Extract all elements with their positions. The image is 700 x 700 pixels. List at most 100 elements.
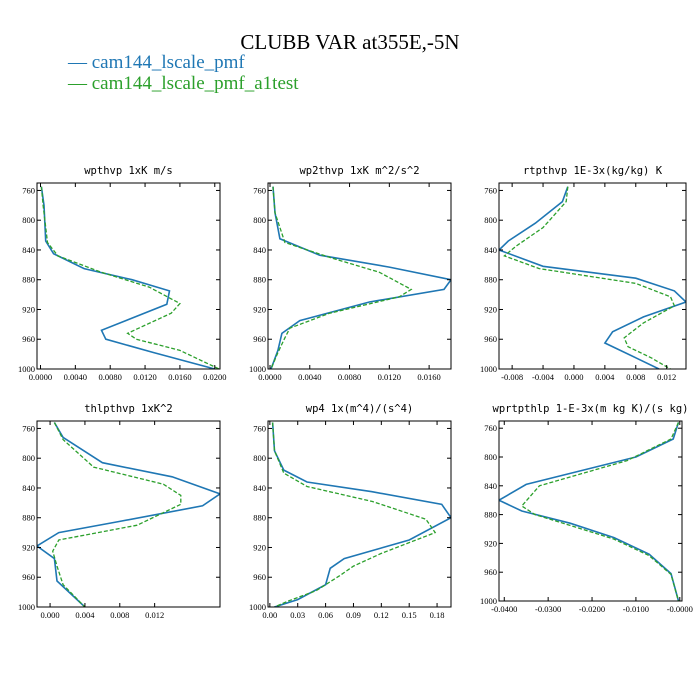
y-tick-label: 800: [253, 453, 266, 463]
panel-title: wpthvp 1xK m/s: [84, 165, 173, 177]
y-tick-label: 960: [22, 334, 35, 344]
x-tick-label: 0.008: [110, 610, 129, 620]
panel-title: wp2thvp 1xK m^2/s^2: [299, 165, 419, 177]
y-tick-label: 880: [22, 275, 35, 285]
y-tick-label: 920: [22, 542, 35, 552]
x-tick-label: 0.06: [318, 610, 333, 620]
series-line-2: [270, 186, 413, 369]
y-tick-label: 880: [253, 275, 266, 285]
y-tick-label: 880: [484, 510, 497, 520]
x-tick-label: -0.004: [532, 372, 555, 382]
y-tick-label: 800: [484, 452, 497, 462]
panel-5: wp4 1x(m^4)/(s^4)76080084088092096010000…: [249, 403, 452, 620]
series-line-1: [499, 422, 680, 601]
panel-title: rtpthvp 1E-3x(kg/kg) K: [523, 165, 663, 177]
y-tick-label: 840: [253, 483, 266, 493]
y-tick-label: 800: [253, 215, 266, 225]
x-tick-label: 0.0040: [64, 372, 87, 382]
y-tick-label: 960: [253, 334, 266, 344]
x-tick-label: 0.004: [595, 372, 615, 382]
legend-entry-2: — cam144_lscale_pmf_a1test: [68, 73, 299, 95]
y-tick-label: 960: [22, 572, 35, 582]
x-tick-label: 0.0120: [133, 372, 156, 382]
y-tick-label: 760: [253, 423, 266, 433]
y-tick-label: 1000: [18, 364, 35, 374]
series-line-1: [37, 422, 220, 607]
x-tick-label: 0.09: [346, 610, 361, 620]
x-tick-label: -0.0400: [491, 604, 517, 614]
y-tick-label: 760: [22, 185, 35, 195]
x-tick-label: -0.0200: [579, 604, 605, 614]
series-line-1: [271, 422, 451, 607]
series-line-2: [40, 186, 220, 369]
y-tick-label: 920: [484, 304, 497, 314]
y-tick-label: 920: [484, 538, 497, 548]
x-tick-label: 0.012: [145, 610, 164, 620]
plot-frame: [498, 420, 683, 602]
legend-entry-1: — cam144_lscale_pmf: [68, 52, 245, 74]
plot-frame: [36, 420, 221, 608]
y-tick-label: 880: [253, 513, 266, 523]
x-tick-label: 0.15: [402, 610, 417, 620]
panel-title: wprtpthlp 1-E-3x(m kg K)/(s kg): [493, 403, 689, 415]
plot-frame: [36, 182, 221, 370]
x-tick-label: 0.004: [75, 610, 95, 620]
y-tick-label: 840: [22, 483, 35, 493]
x-tick-label: 0.0040: [298, 372, 321, 382]
panel-2: wp2thvp 1xK m^2/s^2 760 800 840 880 920 960 100…: [249, 165, 452, 382]
x-tick-label: 0.0000: [258, 372, 281, 382]
y-tick-label: 880: [22, 513, 35, 523]
plot-frame: [267, 182, 452, 370]
y-tick-label: 800: [22, 453, 35, 463]
x-tick-label: 0.0200: [203, 372, 226, 382]
panel-6: wprtpthlp 1-E-3x(m kg K)/(s kg) 760 800 840…: [480, 403, 693, 614]
y-tick-label: 920: [253, 304, 266, 314]
y-tick-label: 1000: [249, 602, 266, 612]
legend-line-2: —: [68, 73, 92, 94]
x-tick-label: 0.03: [290, 610, 305, 620]
y-tick-label: 1000: [480, 364, 497, 374]
y-tick-label: 960: [484, 334, 497, 344]
series-line-2: [520, 422, 680, 601]
y-tick-label: 840: [484, 481, 497, 491]
y-tick-label: 1000: [18, 602, 35, 612]
plot-frame: [498, 182, 687, 370]
x-tick-label: 0.12: [374, 610, 389, 620]
x-tick-label: 0.0120: [378, 372, 401, 382]
legend-line-1: —: [68, 52, 92, 73]
y-tick-label: 760: [22, 423, 35, 433]
panel-title: wp4 1x(m^4)/(s^4): [306, 403, 413, 415]
x-tick-label: -0.0300: [535, 604, 561, 614]
x-tick-label: 0.0080: [338, 372, 361, 382]
panel-3: rtpthvp 1E-3x(kg/kg) K 760 800 840 880 920 960…: [480, 165, 687, 382]
x-tick-label: 0.0160: [417, 372, 440, 382]
y-tick-label: 840: [22, 245, 35, 255]
y-tick-label: 800: [22, 215, 35, 225]
series-line-1: [40, 186, 216, 369]
y-tick-label: 760: [484, 423, 497, 433]
legend-label-1: cam144_lscale_pmf: [91, 52, 245, 73]
x-tick-label: 0.000: [564, 372, 583, 382]
x-tick-label: 0.0080: [99, 372, 122, 382]
x-tick-label: 0.012: [657, 372, 676, 382]
y-tick-label: 800: [484, 215, 497, 225]
series-line-2: [271, 422, 437, 607]
series-line-2: [52, 422, 182, 607]
x-tick-label: 0.18: [430, 610, 445, 620]
legend-label-2: cam144_lscale_pmf_a1test: [91, 73, 299, 94]
y-tick-label: 920: [253, 542, 266, 552]
x-tick-label: 0.008: [626, 372, 645, 382]
x-tick-label: 0.0000: [29, 372, 52, 382]
panel-title: thlpthvp 1xK^2: [84, 403, 173, 415]
x-tick-label: 0.000: [41, 610, 60, 620]
x-tick-label: 0.00: [262, 610, 277, 620]
x-tick-label: -0.0100: [623, 604, 649, 614]
series-line-2: [503, 186, 676, 369]
figure-title: CLUBB VAR at355E,-5N: [240, 30, 460, 54]
series-line-1: [270, 186, 451, 369]
x-tick-label: 0.0160: [168, 372, 191, 382]
y-tick-label: 880: [484, 275, 497, 285]
series-line-1: [499, 186, 686, 369]
y-tick-label: 760: [253, 185, 266, 195]
